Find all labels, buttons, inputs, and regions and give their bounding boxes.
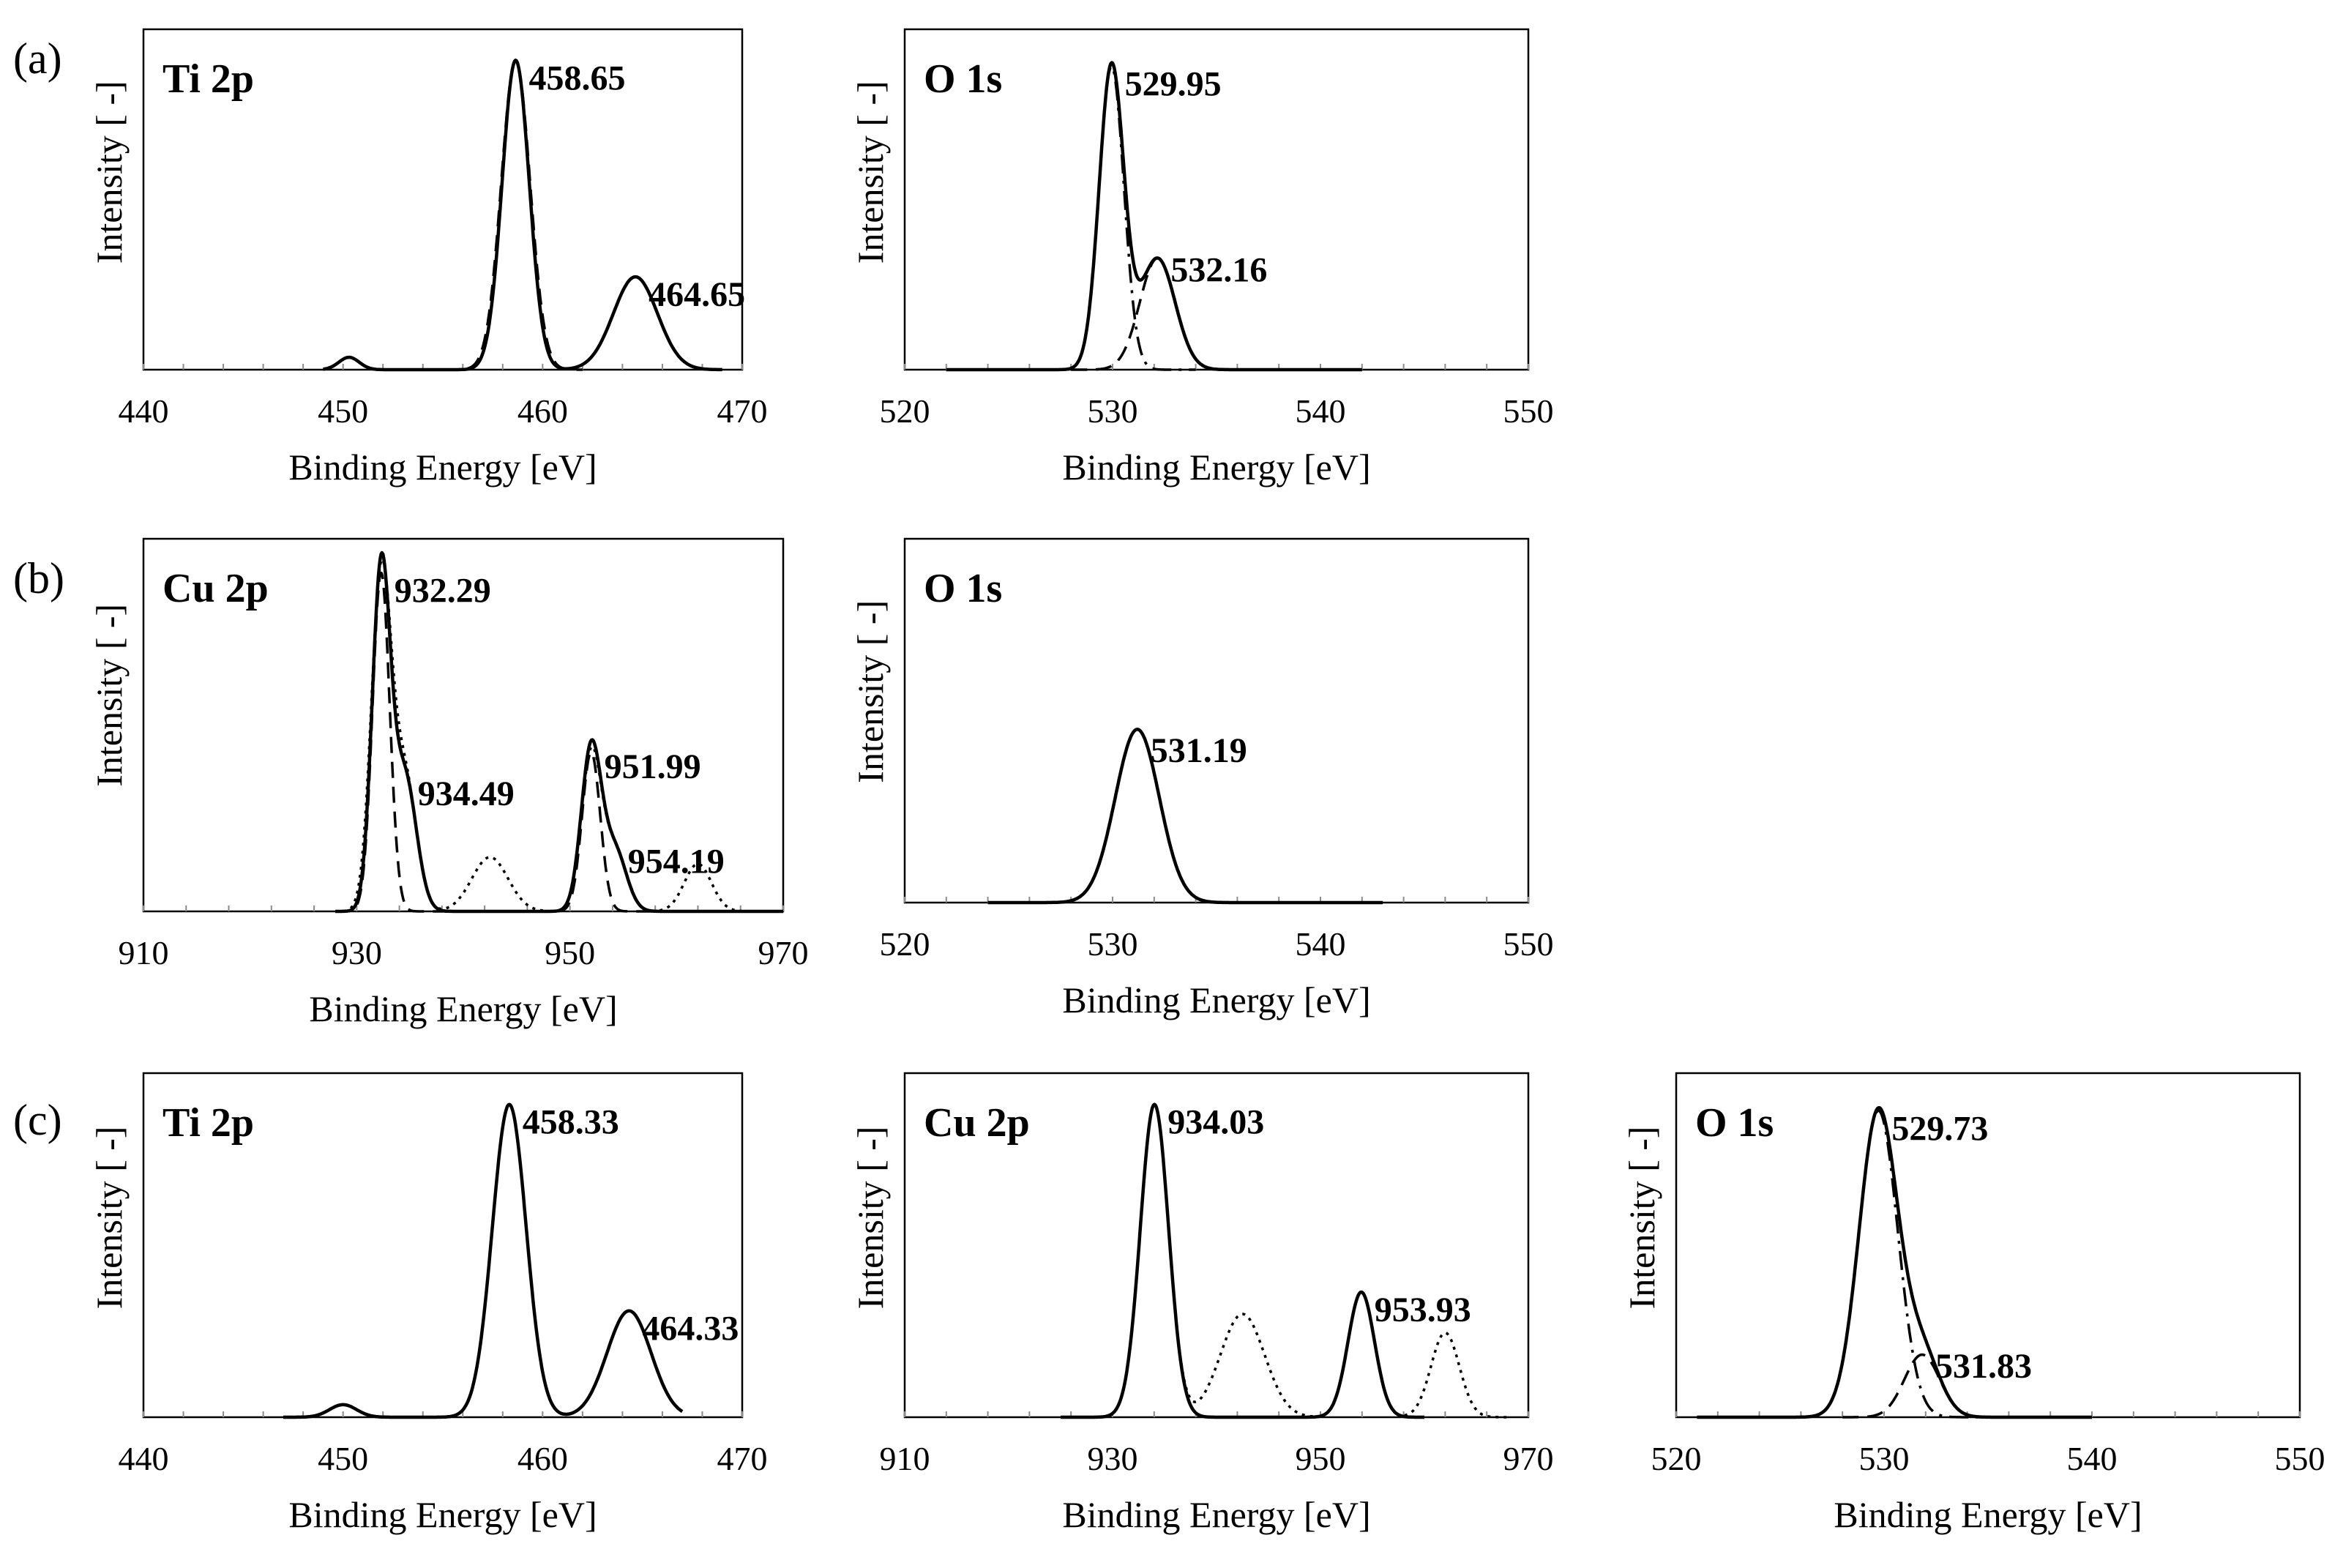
series-ti-2p3-2-fit bbox=[441, 59, 584, 371]
x-axis-label: Binding Energy [eV] bbox=[309, 988, 617, 1029]
y-axis-label: Intensity [ -] bbox=[1621, 1126, 1662, 1309]
y-axis-label: Intensity [ -] bbox=[89, 604, 130, 787]
series-surface-oxygen bbox=[1841, 1353, 2010, 1419]
peak-label: 532.16 bbox=[1170, 250, 1267, 289]
x-tick-label: 460 bbox=[517, 1440, 568, 1477]
x-tick-label: 470 bbox=[717, 1440, 768, 1477]
series-raw-data bbox=[335, 558, 763, 913]
x-tick-label: 550 bbox=[1503, 392, 1554, 430]
x-tick-label: 520 bbox=[880, 392, 930, 430]
series-lattice-oxygen bbox=[1800, 1109, 2010, 1419]
x-tick-label: 530 bbox=[1088, 925, 1138, 963]
x-tick-label: 520 bbox=[880, 925, 930, 963]
peak-label: 529.73 bbox=[1891, 1109, 1988, 1148]
x-tick-label: 950 bbox=[545, 934, 595, 971]
x-axis-label: Binding Energy [eV] bbox=[288, 447, 597, 488]
peak-label: 932.29 bbox=[395, 571, 491, 610]
x-tick-label: 540 bbox=[2067, 1440, 2118, 1477]
series-envelope bbox=[1059, 1102, 1426, 1419]
x-tick-label: 540 bbox=[1296, 392, 1346, 430]
x-axis-label: Binding Energy [eV] bbox=[1062, 447, 1370, 488]
x-tick-label: 530 bbox=[1088, 392, 1138, 430]
panel-title: Cu 2p bbox=[924, 1100, 1030, 1146]
x-tick-label: 930 bbox=[1088, 1440, 1138, 1477]
x-tick-label: 450 bbox=[318, 1440, 368, 1477]
panel-title: O 1s bbox=[924, 566, 1002, 611]
x-tick-label: 540 bbox=[1296, 925, 1346, 963]
x-tick-label: 970 bbox=[1503, 1440, 1554, 1477]
series-envelope bbox=[282, 1102, 684, 1419]
y-axis-label: Intensity [ -] bbox=[850, 1126, 891, 1309]
series-lattice-oxygen bbox=[1028, 64, 1197, 371]
x-tick-label: 450 bbox=[318, 392, 368, 430]
series-envelope bbox=[945, 61, 1363, 372]
x-tick-label: 970 bbox=[758, 934, 809, 971]
x-axis-label: Binding Energy [eV] bbox=[288, 1494, 597, 1535]
row-label-b: (b) bbox=[13, 554, 64, 602]
panel-title: O 1s bbox=[1695, 1100, 1774, 1146]
peak-label: 954.19 bbox=[628, 842, 725, 881]
row-label-c: (c) bbox=[13, 1096, 62, 1144]
series-cu-fit bbox=[335, 571, 657, 913]
row-label-a: (a) bbox=[13, 34, 62, 83]
panel-title: Ti 2p bbox=[162, 56, 254, 102]
x-tick-label: 550 bbox=[2275, 1440, 2325, 1477]
x-tick-label: 520 bbox=[1651, 1440, 1702, 1477]
peak-label: 464.65 bbox=[649, 275, 745, 314]
y-axis-label: Intensity [ -] bbox=[89, 81, 130, 264]
peak-label: 464.33 bbox=[642, 1310, 739, 1348]
chart-a-ti2p: 440 450 460 470 Binding Energy [eV] Intensity… bbox=[89, 28, 768, 488]
x-tick-label: 440 bbox=[119, 1440, 169, 1477]
x-tick-label: 910 bbox=[119, 934, 169, 971]
chart-a-o1s: 520 530 540 550 Binding Energy [eV] Intensity… bbox=[850, 28, 1554, 488]
peak-label: 531.83 bbox=[1935, 1347, 2032, 1386]
chart-c-o1s: 520 530 540 550 Binding Energy [eV] Intensity… bbox=[1621, 1072, 2325, 1535]
x-tick-label: 910 bbox=[880, 1440, 930, 1477]
y-axis-label: Intensity [ -] bbox=[89, 1126, 130, 1309]
x-axis-label: Binding Energy [eV] bbox=[1062, 1494, 1370, 1535]
peak-label: 531.19 bbox=[1151, 731, 1247, 770]
x-tick-label: 440 bbox=[119, 392, 169, 430]
series-surface-oxygen bbox=[1069, 257, 1238, 371]
y-axis-label: Intensity [ -] bbox=[850, 81, 891, 264]
x-tick-label: 550 bbox=[1503, 925, 1554, 963]
peak-label: 529.95 bbox=[1125, 65, 1222, 104]
peak-label: 458.33 bbox=[523, 1103, 619, 1142]
series-envelope bbox=[987, 728, 1384, 905]
x-tick-label: 930 bbox=[332, 934, 382, 971]
peak-label: 953.93 bbox=[1375, 1291, 1471, 1329]
chart-b-cu2p: 910 930 950 970 Binding Energy [eV] Intensity… bbox=[89, 537, 809, 1029]
x-tick-label: 470 bbox=[717, 392, 768, 430]
x-axis-label: Binding Energy [eV] bbox=[1062, 979, 1370, 1020]
x-axis-label: Binding Energy [eV] bbox=[1834, 1494, 2142, 1535]
x-tick-label: 460 bbox=[517, 392, 568, 430]
peak-label: 951.99 bbox=[605, 747, 701, 786]
x-tick-label: 530 bbox=[1859, 1440, 1910, 1477]
peak-label: 934.03 bbox=[1167, 1103, 1264, 1142]
chart-b-o1s: 520 530 540 550 Binding Energy [eV] Intensity… bbox=[850, 537, 1554, 1020]
chart-c-ti2p: 440 450 460 470 Binding Energy [eV] Intensity… bbox=[89, 1072, 768, 1535]
panel-title: Ti 2p bbox=[162, 1100, 254, 1146]
panel-title: Cu 2p bbox=[162, 566, 269, 611]
series-envelope bbox=[1696, 1105, 2093, 1419]
panel-title: O 1s bbox=[924, 56, 1002, 102]
x-tick-label: 950 bbox=[1296, 1440, 1346, 1477]
y-axis-label: Intensity [ -] bbox=[850, 600, 891, 783]
series-raw-data bbox=[1060, 1102, 1509, 1419]
series-envelope bbox=[322, 59, 723, 372]
peak-label: 934.49 bbox=[418, 774, 515, 813]
peak-label: 458.65 bbox=[529, 59, 626, 97]
chart-c-cu2p: 910 930 950 970 Binding Energy [eV] Intensity… bbox=[850, 1072, 1554, 1535]
